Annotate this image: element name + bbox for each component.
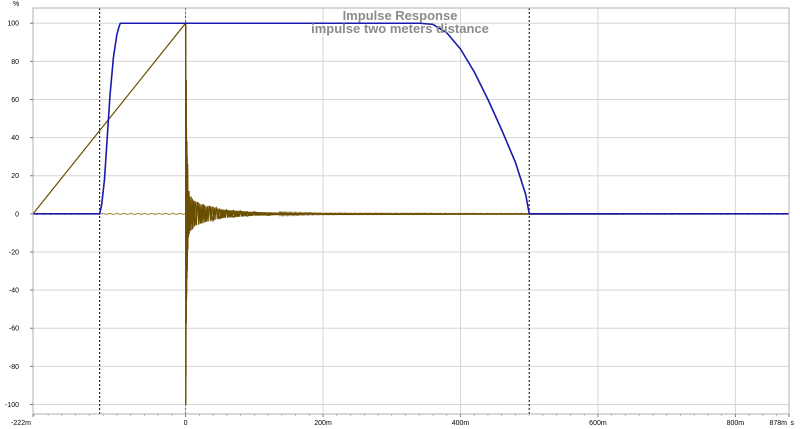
y-tick-label: -80 bbox=[9, 364, 19, 371]
window-curve bbox=[33, 22, 789, 215]
impulse-trace bbox=[32, 21, 790, 405]
y-tick-label: -100 bbox=[5, 402, 19, 409]
chart-subtitle: impulse two meters distance bbox=[311, 21, 489, 36]
y-tick-label: -20 bbox=[9, 249, 19, 256]
x-tick-label: -222m bbox=[11, 420, 31, 427]
x-tick-label: 400m bbox=[452, 420, 470, 427]
x-tick-label: 800m bbox=[727, 420, 745, 427]
x-tick-label: 878m bbox=[769, 420, 787, 427]
x-axis-unit: s bbox=[791, 420, 795, 427]
chart-title: Impulse Response bbox=[343, 8, 458, 23]
plot-frame bbox=[32, 7, 790, 415]
y-tick-label: -40 bbox=[9, 288, 19, 295]
x-tick-label: 0 bbox=[184, 420, 188, 427]
y-tick-label: 100 bbox=[7, 21, 19, 28]
plot-series bbox=[32, 21, 790, 405]
y-axis-ticks: -100 -80 -60 -40 -20 0 20 40 60 80 100 bbox=[5, 21, 33, 409]
y-tick-label: 40 bbox=[11, 135, 19, 142]
y-tick-label: -60 bbox=[9, 326, 19, 333]
x-axis-ticks: -222m 0 200m 400m 600m 800m 878m bbox=[11, 414, 790, 427]
y-tick-label: 80 bbox=[11, 59, 19, 66]
y-tick-label: 60 bbox=[11, 97, 19, 104]
y-tick-label: 20 bbox=[11, 173, 19, 180]
x-tick-label: 600m bbox=[589, 420, 607, 427]
y-axis-label: % bbox=[13, 1, 19, 8]
x-tick-label: 200m bbox=[314, 420, 332, 427]
y-tick-label: 0 bbox=[15, 211, 19, 218]
